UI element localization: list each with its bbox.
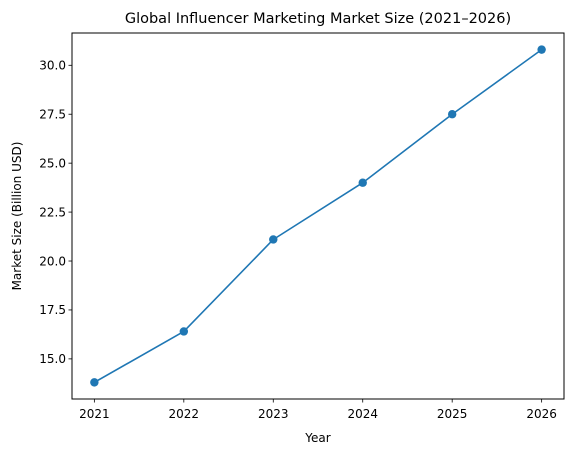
y-tick-label: 20.0 xyxy=(39,254,66,268)
x-tick-label: 2025 xyxy=(437,407,468,421)
y-tick-label: 17.5 xyxy=(39,303,66,317)
data-point xyxy=(358,178,367,187)
y-tick-label: 22.5 xyxy=(39,205,66,219)
x-axis-ticks: 2021 2022 2023 2024 2025 2026 xyxy=(79,399,557,421)
data-point xyxy=(447,110,457,119)
data-point xyxy=(90,378,99,387)
y-tick-label: 27.5 xyxy=(39,108,66,122)
y-tick-label: 30.0 xyxy=(39,59,66,73)
x-tick-label: 2022 xyxy=(169,407,200,421)
x-axis-label: Year xyxy=(304,431,330,445)
x-tick-label: 2021 xyxy=(79,407,110,421)
plot-frame xyxy=(71,32,565,400)
y-tick-label: 25.0 xyxy=(39,156,66,170)
data-point xyxy=(179,327,189,336)
y-axis-label: Market Size (Billion USD) xyxy=(10,142,24,291)
x-tick-label: 2024 xyxy=(347,407,378,421)
x-tick-label: 2023 xyxy=(258,407,289,421)
series-layer xyxy=(90,45,546,387)
y-axis-ticks: 15.0 17.5 20.0 22.5 25.0 27.5 30.0 xyxy=(39,59,72,366)
plot-area: 15.017.520.022.525.027.530.0 2021 2022 202… xyxy=(39,32,565,421)
y-tick-label: 15.0 xyxy=(39,352,66,366)
series-line xyxy=(93,48,543,384)
chart-title: Global Influencer Marketing Market Size … xyxy=(125,11,511,27)
x-tick-label: 2026 xyxy=(526,407,557,421)
data-point xyxy=(269,235,278,244)
data-point xyxy=(537,45,546,54)
